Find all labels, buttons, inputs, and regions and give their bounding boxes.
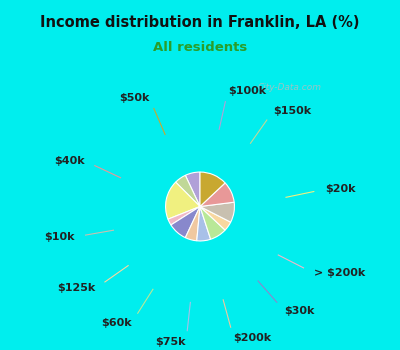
Wedge shape <box>200 183 234 206</box>
Wedge shape <box>185 172 200 206</box>
Text: $200k: $200k <box>234 333 272 343</box>
Wedge shape <box>166 182 200 219</box>
Wedge shape <box>200 206 231 230</box>
Text: $75k: $75k <box>156 337 186 347</box>
Text: $60k: $60k <box>101 318 132 328</box>
Text: $10k: $10k <box>44 232 74 242</box>
Text: $50k: $50k <box>119 93 149 103</box>
Wedge shape <box>185 206 200 241</box>
Wedge shape <box>200 202 234 222</box>
Text: Income distribution in Franklin, LA (%): Income distribution in Franklin, LA (%) <box>40 15 360 30</box>
Wedge shape <box>200 206 225 239</box>
Text: $125k: $125k <box>58 284 96 293</box>
Text: $40k: $40k <box>54 156 85 166</box>
Wedge shape <box>197 206 211 241</box>
Text: All residents: All residents <box>153 41 247 54</box>
Text: $150k: $150k <box>273 106 311 116</box>
Text: > $200k: > $200k <box>314 268 365 278</box>
Text: $20k: $20k <box>325 184 355 194</box>
Wedge shape <box>200 172 225 206</box>
Text: $30k: $30k <box>284 306 315 316</box>
Text: City-Data.com: City-Data.com <box>258 83 322 92</box>
Wedge shape <box>176 175 200 206</box>
Text: $100k: $100k <box>228 86 266 96</box>
Wedge shape <box>168 206 200 225</box>
Wedge shape <box>171 206 200 238</box>
